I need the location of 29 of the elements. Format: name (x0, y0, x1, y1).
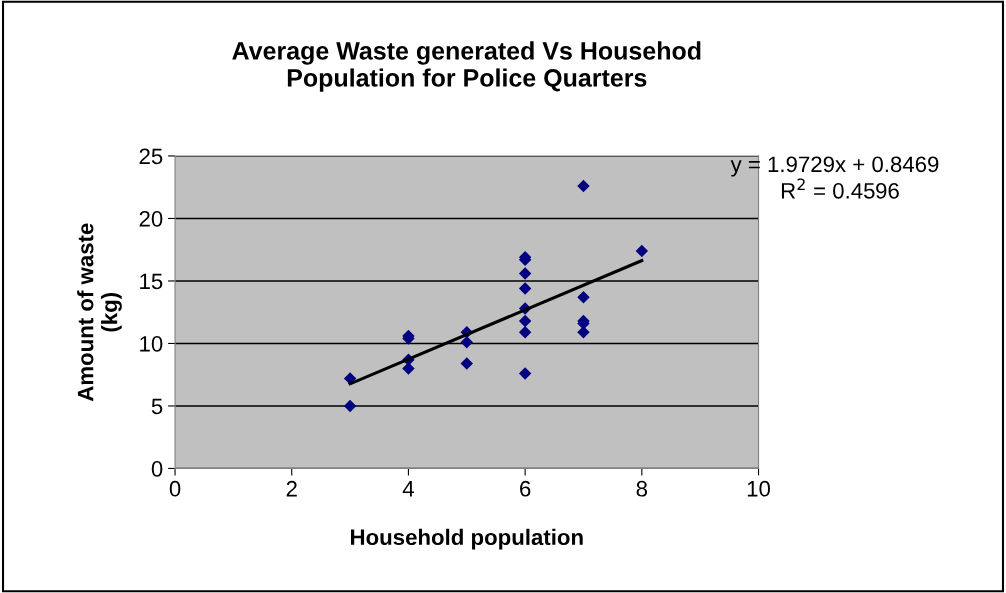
y-axis-title: Amount of waste (kg) (77, 223, 122, 402)
x-tick-label: 2 (286, 480, 297, 497)
point (518, 367, 532, 380)
x-tick-label: 0 (169, 480, 181, 497)
point (343, 399, 357, 413)
x-tick-label: 4 (402, 481, 414, 497)
annotation: y = 1.9729x + 0.8469 (730, 156, 939, 177)
x-axis-title: Household population (351, 528, 583, 550)
y-tick-label: 25 (139, 148, 163, 165)
point (518, 314, 532, 328)
y-tick-label: 10 (140, 336, 163, 352)
y-tick-label: 0 (151, 461, 163, 477)
y-tick-label: 20 (139, 211, 163, 227)
point (518, 282, 532, 295)
point (460, 357, 473, 370)
point (460, 336, 473, 349)
point (518, 267, 532, 280)
text: R$^{2}$ = 0.4596 (781, 178, 899, 199)
point (577, 179, 590, 193)
y-tick-label: 5 (151, 398, 163, 415)
x-tick-label: 6 (520, 480, 531, 497)
point (518, 326, 532, 339)
x-tick-label: 8 (636, 480, 648, 497)
point (635, 244, 649, 258)
point (577, 326, 590, 339)
chart-title: Average Waste generated Vs Househod Population for Police Quarters (232, 41, 701, 92)
x-tick-label: 10 (747, 480, 771, 497)
y-tick-label: 15 (140, 273, 163, 290)
point (577, 291, 590, 304)
